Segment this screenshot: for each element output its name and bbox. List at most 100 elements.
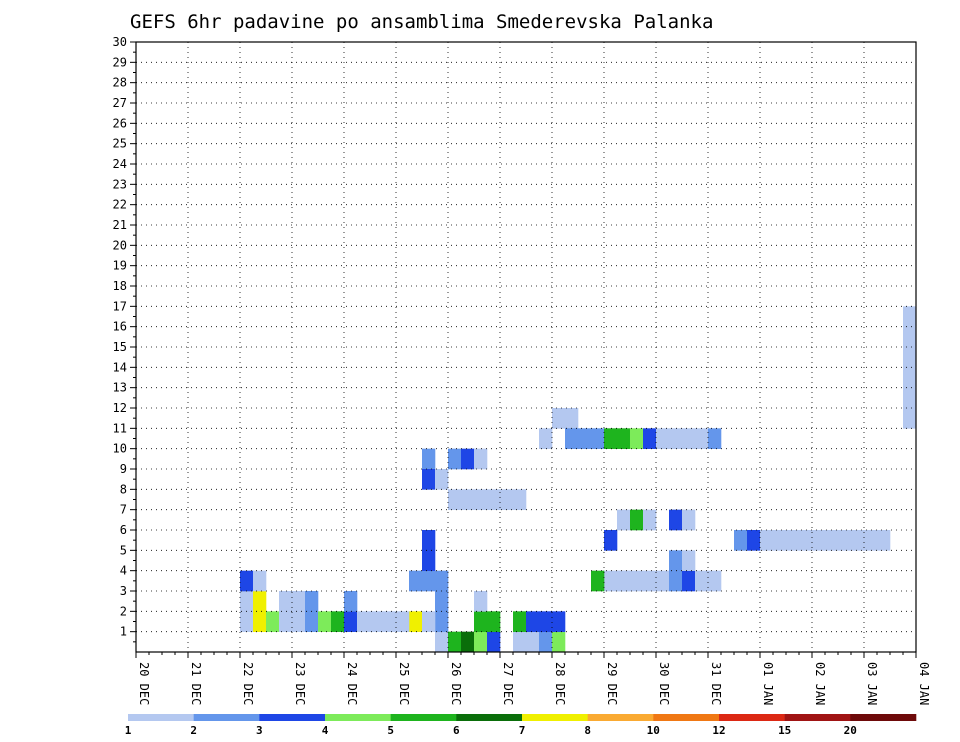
heatmap-cell — [396, 611, 410, 632]
heatmap-cell — [448, 448, 462, 470]
heatmap-cell — [552, 611, 566, 632]
heatmap-cell — [292, 591, 306, 612]
heatmap-cell — [643, 509, 657, 531]
x-tick-label: 29 DEC — [605, 662, 619, 705]
heatmap-cell — [656, 428, 670, 449]
colorbar-swatch — [522, 714, 588, 721]
heatmap-cell — [292, 611, 306, 632]
colorbar-tick-label: 1 — [125, 724, 132, 737]
y-tick-label: 14 — [113, 360, 127, 374]
colorbar-tick-label: 7 — [519, 724, 526, 737]
colorbar-swatch — [587, 714, 654, 721]
heatmap-cell — [552, 631, 566, 653]
heatmap-cell — [435, 570, 449, 592]
y-axis: 1234567891011121314151617181920212223242… — [113, 35, 136, 643]
heatmap-cell — [682, 428, 696, 449]
colorbar-tick-label: 20 — [844, 724, 857, 737]
heatmap-cell — [500, 489, 514, 510]
heatmap-cell — [669, 509, 683, 531]
y-tick-label: 13 — [113, 381, 127, 395]
x-tick-label: 28 DEC — [553, 662, 567, 705]
heatmap-cell — [773, 530, 787, 551]
y-tick-label: 29 — [113, 55, 127, 69]
colorbar-tick-label: 2 — [190, 724, 197, 737]
heatmap-cell — [539, 611, 553, 632]
y-tick-label: 17 — [113, 299, 127, 313]
heatmap-cell — [617, 509, 631, 531]
x-tick-label: 24 DEC — [345, 662, 359, 705]
heatmap-cell — [682, 509, 696, 531]
colorbar-swatch — [850, 714, 917, 721]
heatmap-cell — [682, 570, 696, 592]
x-tick-label: 22 DEC — [241, 662, 255, 705]
heatmap-cell — [318, 611, 332, 632]
heatmap-cell — [305, 611, 319, 632]
x-tick-label: 30 DEC — [657, 662, 671, 705]
heatmap-cell — [474, 611, 488, 632]
heatmap-cell — [461, 448, 475, 470]
heatmap-cell — [448, 631, 462, 653]
grid-lines — [136, 42, 916, 652]
heatmap-cell — [513, 489, 527, 510]
x-tick-label: 23 DEC — [293, 662, 307, 705]
y-tick-label: 7 — [120, 503, 127, 517]
heatmap-cell — [422, 570, 436, 592]
y-tick-label: 22 — [113, 198, 127, 212]
heatmap-cell — [786, 530, 800, 551]
heatmap-cell — [513, 611, 527, 632]
heatmap-cell — [695, 570, 709, 592]
colorbar-tick-label: 12 — [712, 724, 725, 737]
heatmap-cell — [682, 550, 696, 571]
heatmap-cell — [409, 611, 423, 632]
y-tick-label: 8 — [120, 482, 127, 496]
heatmap-cell — [253, 591, 267, 612]
heatmap-cell — [565, 428, 579, 449]
heatmap-cell — [643, 570, 657, 592]
heatmap-cell — [526, 611, 540, 632]
heatmap-cell — [903, 367, 917, 388]
x-tick-label: 27 DEC — [501, 662, 515, 705]
y-tick-label: 4 — [120, 564, 127, 578]
heatmap-cell — [864, 530, 878, 551]
heatmap-cell — [487, 489, 501, 510]
heatmap-cell — [240, 591, 254, 612]
heatmap-cell — [435, 611, 449, 632]
colorbar-swatch — [719, 714, 785, 721]
heatmap-cell — [643, 428, 657, 449]
heatmap-cell — [747, 530, 761, 551]
heatmap-cell — [461, 489, 475, 510]
heatmap-cell — [708, 570, 722, 592]
heatmap-cell — [435, 631, 449, 653]
y-tick-label: 3 — [120, 584, 127, 598]
x-tick-label: 31 DEC — [709, 662, 723, 705]
heatmap-cell — [630, 570, 644, 592]
heatmap-cell — [617, 428, 631, 449]
heatmap-cell — [604, 530, 618, 551]
x-tick-label: 20 DEC — [137, 662, 151, 705]
heatmap-cell — [487, 631, 501, 653]
heatmap-cell — [591, 428, 605, 449]
y-tick-label: 30 — [113, 35, 127, 49]
heatmap-cell — [812, 530, 826, 551]
heatmap-cell — [474, 631, 488, 653]
heatmap-cell — [435, 591, 449, 612]
heatmap-cell — [383, 611, 397, 632]
colorbar-tick-label: 8 — [584, 724, 591, 737]
heatmap-cell — [409, 570, 423, 592]
x-tick-label: 01 JAN — [761, 662, 775, 705]
y-tick-label: 20 — [113, 238, 127, 252]
heatmap-cell — [565, 408, 579, 429]
colorbar-tick-label: 4 — [322, 724, 329, 737]
heatmap-cell — [422, 550, 436, 571]
heatmap-cell — [903, 306, 917, 327]
heatmap-cell — [760, 530, 774, 551]
heatmap-cell — [669, 550, 683, 571]
x-tick-label: 26 DEC — [449, 662, 463, 705]
colorbar-swatch — [784, 714, 851, 721]
heatmap-cell — [539, 428, 553, 449]
x-tick-label: 25 DEC — [397, 662, 411, 705]
y-tick-label: 28 — [113, 76, 127, 90]
x-tick-label: 21 DEC — [189, 662, 203, 705]
y-tick-label: 5 — [120, 543, 127, 557]
